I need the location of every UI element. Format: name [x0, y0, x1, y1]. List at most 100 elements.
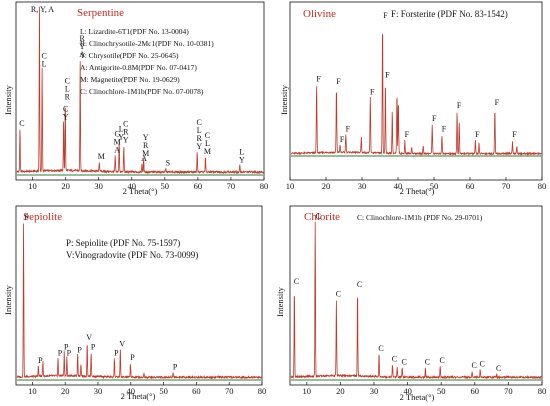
sepiolite-peak-label: P [38, 356, 43, 365]
sepiolite-peak-label: P [58, 349, 63, 358]
chlorite-x-axis-label: 2 Theta(°) [400, 392, 435, 402]
serpentine-x-tick-label: 10 [28, 181, 37, 191]
serpentine-legend-item: M: Magnetite(PDF No. 19-0629) [80, 75, 180, 84]
serpentine-panel: Serpentine L: Lizardite-6T1(PDF No. 13-0… [3, 1, 268, 196]
serpentine-legend: L: Lizardite-6T1(PDF No. 13-0004) R: Cli… [80, 27, 214, 96]
sepiolite-peak-label: P [114, 349, 119, 358]
serpentine-peak-label: L [65, 85, 70, 94]
sepiolite-x-tick-label: 80 [258, 386, 267, 396]
chlorite-peak-label: C [471, 361, 476, 370]
olivine-peak-label: F [385, 70, 390, 79]
olivine-x-tick-label: 70 [502, 181, 511, 191]
chlorite-x-tick-label: 50 [437, 386, 446, 396]
serpentine-x-tick-label: 20 [61, 181, 70, 191]
olivine-peak-label: F [383, 11, 388, 20]
serpentine-legend-item: Y: Chrysotile(PDF No. 25-0645) [80, 51, 179, 60]
sepiolite-title: Sepiolite [23, 211, 62, 223]
serpentine-x-tick-label: 70 [227, 181, 236, 191]
olivine-peak-label: F [495, 98, 500, 107]
serpentine-peak-label: A [79, 50, 85, 59]
serpentine-peak-label: C [205, 131, 210, 140]
sepiolite-peak-label: P [173, 362, 178, 371]
olivine-x-tick-label: 60 [466, 181, 475, 191]
serpentine-y-axis-label: Intensity [3, 84, 13, 114]
olivine-peak-label: F [512, 130, 517, 139]
sepiolite-y-axis-label: Intensity [3, 284, 13, 314]
chlorite-peak-label: C [402, 358, 407, 367]
serpentine-peak-label: C [63, 105, 68, 114]
serpentine-peak-label: Y [239, 155, 245, 164]
sepiolite-plot-frame [15, 205, 263, 386]
serpentine-legend-item: C: Clinochlore-1M1b(PDF No. 07-0078) [80, 87, 204, 96]
chlorite-title: Chlorite [304, 211, 340, 223]
olivine-peak-label: F [442, 125, 447, 134]
olivine-x-tick-label: 20 [322, 181, 331, 191]
chlorite-x-tick-label: 20 [336, 386, 345, 396]
serpentine-peak-label: L [119, 124, 124, 133]
serpentine-peak-label: A [114, 146, 120, 155]
chlorite-peak-label: C [392, 355, 397, 364]
olivine-peak-label: F [475, 130, 480, 139]
chlorite-peak-label: C [496, 364, 501, 373]
olivine-title: Olivine [303, 8, 336, 20]
olivine-legend-text: F: Forsterite (PDF No. 83-1542) [391, 9, 508, 19]
serpentine-peak-label: M [204, 147, 211, 156]
serpentine-peak-label: R [197, 134, 203, 143]
chlorite-trace-line [290, 221, 542, 380]
serpentine-legend-item: A: Antigorite-0.8M(PDF No. 07-0417) [80, 63, 197, 72]
olivine-x-tick-label: 30 [358, 181, 367, 191]
olivine-peak-label: F [370, 88, 375, 97]
serpentine-legend-item: R: Clinochrysotile-2Mc1(PDF No. 10-0381) [80, 39, 214, 48]
chlorite-peak-label: C [480, 359, 485, 368]
olivine-peak-label: F [457, 101, 462, 110]
olivine-plot-frame [289, 1, 543, 181]
chlorite-peak-label: C [316, 212, 321, 221]
chlorite-peak-label: C [378, 344, 383, 353]
sepiolite-legend-item: V:Vinogradovite (PDF No. 73-0099) [66, 250, 198, 260]
olivine-x-axis-label: 2 Theta(°) [400, 186, 435, 196]
olivine-peak-label: F [340, 135, 345, 144]
olivine-trace-line [290, 34, 542, 156]
serpentine-peak-label: M [142, 149, 149, 158]
serpentine-x-axis-label: 2 Theta(°) [123, 186, 158, 196]
serpentine-peak-label: C [65, 77, 70, 86]
olivine-panel: Olivine F: Forsterite (PDF No. 83-1542) … [279, 1, 547, 196]
chlorite-plot-frame [289, 205, 543, 386]
olivine-x-tick-label: 80 [538, 181, 547, 191]
chlorite-x-tick-label: 10 [303, 386, 312, 396]
serpentine-peak-label: R [123, 128, 129, 137]
serpentine-peak-label: R [143, 141, 149, 150]
chlorite-x-tick-label: 80 [538, 386, 547, 396]
olivine-x-tick-label: 50 [430, 181, 439, 191]
sepiolite-peak-label: V [86, 333, 92, 342]
olivine-peak-label: F [432, 114, 437, 123]
serpentine-peak-label: Y [79, 42, 85, 51]
sepiolite-x-tick-label: 50 [159, 386, 168, 396]
sepiolite-x-tick-label: 30 [94, 386, 103, 396]
sepiolite-peak-label: V [119, 339, 125, 348]
chlorite-x-tick-label: 60 [471, 386, 480, 396]
serpentine-peak-label: R [79, 34, 85, 43]
serpentine-peak-label: L [239, 147, 244, 156]
sepiolite-panel: Sepiolite P: Sepiolite (PDF No. 75-1597)… [3, 205, 267, 401]
olivine-peak-label: F [346, 125, 351, 134]
serpentine-peak-label: M [114, 138, 121, 147]
serpentine-peak-label: R, Y, A [31, 5, 54, 14]
serpentine-x-tick-label: 50 [161, 181, 170, 191]
serpentine-peak-label: Y [143, 133, 149, 142]
sepiolite-peak-label: P [130, 353, 135, 362]
sepiolite-peak-label: P [64, 342, 69, 351]
serpentine-peak-label: L [197, 126, 202, 135]
sepiolite-peak-label: P [67, 349, 72, 358]
serpentine-peak-label: Y [123, 136, 129, 145]
chlorite-peak-label: C [425, 358, 430, 367]
serpentine-x-tick-label: 30 [94, 181, 103, 191]
chlorite-peak-label: C [357, 280, 362, 289]
serpentine-peak-label: A [141, 154, 147, 163]
olivine-x-tick-label: 10 [286, 181, 295, 191]
chlorite-legend-text: C: Clinochlore-1M1b (PDF No. 29-0701) [357, 213, 483, 222]
olivine-peak-label: F [405, 130, 410, 139]
sepiolite-x-tick-label: 60 [192, 386, 201, 396]
serpentine-peak-label: L [42, 60, 47, 69]
sepiolite-peak-label: P [77, 345, 82, 354]
